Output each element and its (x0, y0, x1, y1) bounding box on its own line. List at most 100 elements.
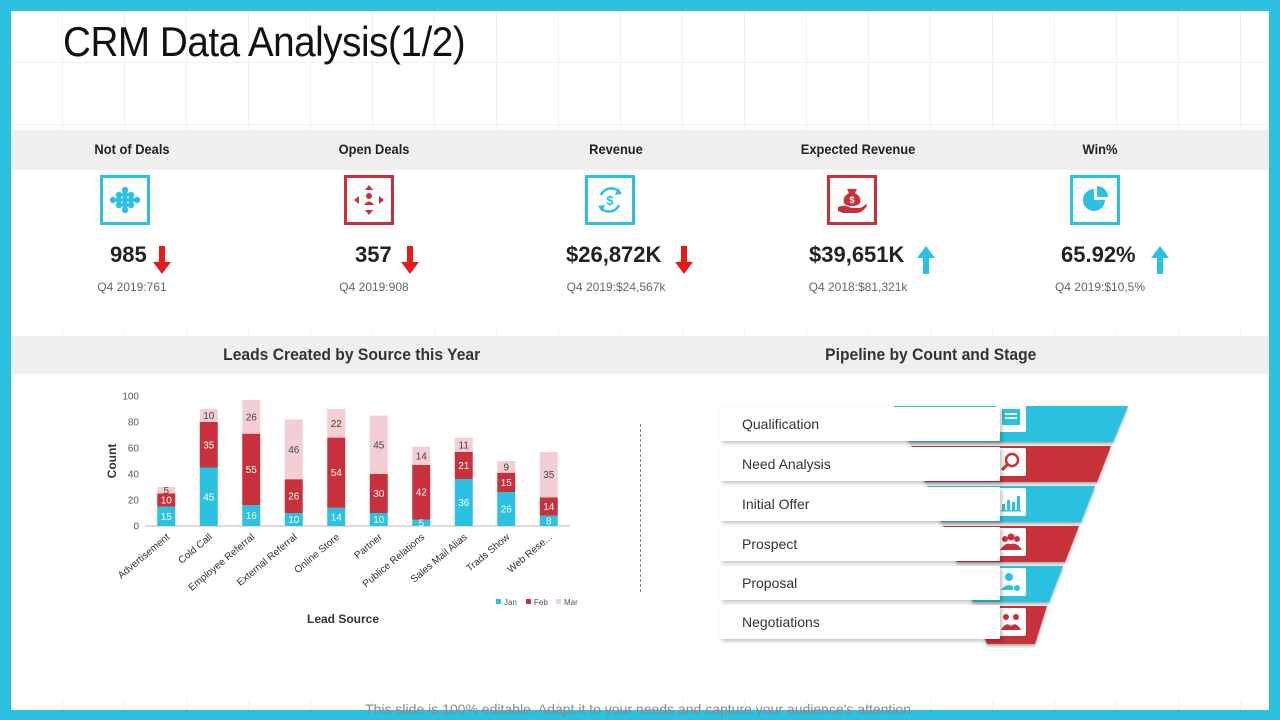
bar-mar (157, 487, 176, 494)
kpi-label: Open Deals (338, 141, 410, 157)
bar-value-label: 35 (543, 470, 555, 481)
leads-chart-title: Leads Created by Source this Year (223, 345, 481, 364)
bar-value-label: 21 (458, 461, 470, 472)
bar-feb (454, 451, 473, 480)
kpi-comparison: Q4 2019:761 (97, 280, 167, 294)
kpi-value: 357 (355, 242, 392, 267)
bar-feb (242, 433, 261, 506)
bar-chart-icon (1001, 496, 1021, 512)
bar-value-label: 10 (203, 411, 215, 422)
kpi-header-band (11, 130, 1269, 170)
bar-jan (242, 505, 261, 526)
pipeline-stage-negotiations: Negotiations (720, 605, 1000, 639)
bar-value-label: 46 (288, 445, 300, 456)
legend-swatch (556, 599, 561, 604)
bar-mar (497, 461, 516, 473)
group-icon (1000, 533, 1022, 550)
bar-value-label: 14 (416, 451, 428, 462)
section-divider (640, 424, 641, 592)
y-tick-label: 0 (133, 522, 139, 533)
y-tick-label: 60 (128, 444, 140, 455)
bar-value-label: 45 (203, 492, 215, 503)
svg-text:$: $ (606, 193, 614, 208)
directions-icon (344, 175, 394, 225)
bar-mar (327, 409, 346, 438)
kpi-value: 65.92% (1061, 242, 1136, 267)
trend-up-icon (917, 246, 935, 274)
bar-value-label: 54 (331, 468, 343, 479)
footer-note: This slide is 100% editable. Adapt it to… (365, 701, 915, 717)
bar-value-label: 55 (246, 465, 258, 476)
bar-jan (412, 519, 431, 526)
x-tick-label: Online Store (293, 532, 343, 576)
bar-value-label: 8 (546, 516, 552, 527)
bar-feb (157, 493, 176, 507)
bar-value-label: 9 (503, 462, 509, 473)
kpi-comparison: Q4 2019:$24,567k (566, 280, 666, 294)
legend-entry: Feb (534, 598, 548, 607)
bar-jan (199, 467, 218, 526)
bar-value-label: 26 (501, 505, 513, 516)
bar-feb (199, 422, 218, 468)
pipeline-stage-qualification: Qualification (720, 407, 1000, 441)
legend-entry: Mar (564, 598, 578, 607)
legend-swatch (496, 599, 501, 604)
kpi-value: 985 (110, 242, 147, 267)
trend-down-icon (153, 246, 171, 274)
bar-value-label: 15 (161, 512, 173, 523)
y-axis-label: Count (105, 444, 119, 479)
x-axis-label: Lead Source (307, 612, 379, 626)
bar-mar (284, 419, 303, 480)
bar-jan (454, 479, 473, 526)
user-check-icon (1001, 573, 1021, 592)
kpi-open-deals: Open Deals 357 Q4 2019:908 (254, 130, 494, 330)
money-hand-icon: $ (827, 175, 877, 225)
x-tick-label: Web Rese... (506, 532, 555, 576)
y-tick-label: 100 (122, 392, 139, 403)
kpi-win-rate: Win% 65.92% Q4 2019:$10,5% (980, 130, 1220, 330)
bar-feb (412, 464, 431, 520)
kpi-label: Not of Deals (94, 141, 170, 157)
bar-jan (539, 515, 558, 526)
legend-swatch (526, 599, 531, 604)
bar-value-label: 35 (203, 440, 215, 451)
bar-jan (497, 492, 516, 526)
kpi-label: Revenue (589, 141, 643, 157)
bar-value-label: 26 (288, 492, 300, 503)
x-tick-label: Cold Call (177, 532, 215, 567)
bar-feb (327, 437, 346, 508)
bar-jan (369, 513, 388, 526)
network-icon (100, 175, 150, 225)
y-tick-label: 20 (128, 496, 140, 507)
bar-jan (327, 507, 346, 526)
page-title: CRM Data Analysis(1/2) (63, 18, 466, 65)
dollar-cycle-icon: $ (585, 175, 635, 225)
leads-stacked-bar-chart: 020406080100Count15105Advertisement45351… (105, 392, 578, 627)
y-tick-label: 80 (128, 418, 140, 429)
legend-entry: Jan (504, 598, 517, 607)
svg-text:$: $ (849, 195, 854, 205)
handshake-icon (1001, 614, 1021, 630)
kpi-body-band (11, 170, 1269, 330)
bar-value-label: 10 (161, 496, 173, 507)
kpi-deals: Not of Deals 985 Q4 2019:761 (12, 130, 252, 330)
bar-jan (157, 506, 176, 526)
bar-value-label: 22 (331, 419, 343, 430)
section-header-band (11, 336, 1269, 374)
bar-jan (284, 513, 303, 526)
kpi-comparison: Q4 2019:$10,5% (1054, 280, 1146, 294)
bar-mar (199, 409, 218, 422)
kpi-value: $39,651K (809, 242, 905, 267)
kpi-comparison: Q4 2019:908 (339, 280, 409, 294)
bar-value-label: 15 (501, 478, 513, 489)
pipeline-stage-proposal: Proposal (720, 566, 1000, 600)
kpi-label: Win% (1082, 141, 1118, 157)
bar-mar (539, 451, 558, 498)
x-tick-label: Advertisement (116, 532, 172, 582)
pipeline-stage-need-analysis: Need Analysis (720, 447, 1000, 481)
pipeline-stage-prospect: Prospect (720, 527, 1000, 561)
bar-value-label: 30 (373, 489, 385, 500)
bar-mar (369, 415, 388, 474)
pipeline-stage-initial-offer: Initial Offer (720, 487, 1000, 521)
bar-value-label: 14 (543, 502, 555, 513)
